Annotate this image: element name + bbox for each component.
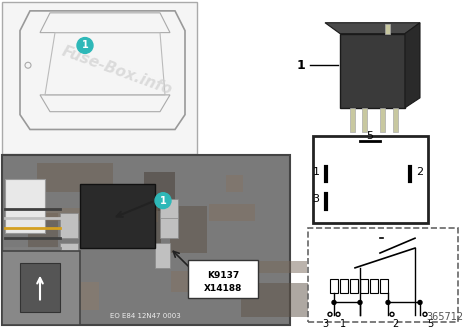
Bar [350, 279, 358, 293]
Bar [155, 243, 170, 268]
Bar [133, 187, 176, 220]
Bar [228, 159, 290, 190]
Bar [160, 213, 178, 238]
Text: 365712: 365712 [426, 312, 463, 322]
Bar [313, 136, 428, 223]
Circle shape [155, 193, 171, 209]
Bar [393, 108, 398, 132]
Text: 1: 1 [340, 319, 346, 329]
Text: 1: 1 [296, 59, 305, 72]
Bar [160, 199, 178, 218]
Bar [2, 251, 80, 325]
Bar [82, 283, 157, 295]
Bar [340, 279, 348, 293]
Bar [60, 243, 78, 273]
Circle shape [358, 301, 362, 305]
Bar [222, 242, 273, 265]
Bar [136, 208, 192, 246]
Text: 1: 1 [82, 40, 88, 50]
Bar [156, 171, 235, 190]
Bar [60, 213, 78, 238]
Bar [380, 108, 385, 132]
Bar [152, 164, 211, 198]
Bar [139, 292, 173, 320]
Bar [360, 279, 368, 293]
Circle shape [77, 37, 93, 53]
Circle shape [418, 301, 422, 305]
Bar [310, 3, 440, 129]
Text: 2: 2 [392, 319, 398, 329]
Bar [122, 304, 143, 320]
Circle shape [332, 301, 336, 305]
Bar [330, 279, 338, 293]
Bar [380, 279, 388, 293]
Polygon shape [405, 23, 420, 108]
Text: X14188: X14188 [204, 284, 242, 293]
Text: Fuse-Box.info: Fuse-Box.info [60, 44, 175, 98]
Text: K9137: K9137 [207, 271, 239, 280]
Bar [189, 243, 228, 279]
Bar [362, 108, 367, 132]
Bar [340, 34, 405, 108]
Bar [2, 155, 290, 325]
Bar [51, 136, 97, 184]
Bar [20, 263, 60, 312]
Bar [80, 184, 155, 248]
Bar [5, 179, 45, 233]
Circle shape [386, 301, 390, 305]
Bar [110, 249, 133, 286]
Bar [370, 279, 378, 293]
Text: 5: 5 [366, 131, 374, 141]
Bar [308, 228, 458, 322]
Text: 5: 5 [427, 319, 433, 329]
Bar [2, 2, 197, 154]
Text: 1: 1 [160, 196, 166, 206]
Bar [128, 209, 153, 236]
Bar [188, 260, 258, 298]
Bar [350, 108, 355, 132]
Bar [204, 279, 236, 303]
Polygon shape [325, 23, 420, 34]
Text: 3: 3 [322, 319, 328, 329]
Bar [385, 24, 390, 34]
Text: 3: 3 [312, 194, 319, 204]
Bar [208, 225, 269, 260]
Text: 1: 1 [312, 167, 319, 177]
Text: EO E84 12N47 0003: EO E84 12N47 0003 [109, 313, 181, 319]
Text: 2: 2 [417, 167, 424, 177]
